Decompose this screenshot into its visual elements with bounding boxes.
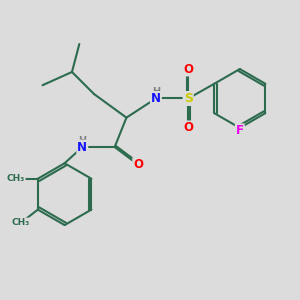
Text: N: N <box>151 92 161 105</box>
Text: H: H <box>78 136 86 146</box>
Text: S: S <box>184 92 193 105</box>
Text: O: O <box>183 62 193 76</box>
Text: F: F <box>236 124 244 137</box>
Text: O: O <box>183 122 193 134</box>
Text: O: O <box>133 158 143 171</box>
Text: CH₃: CH₃ <box>7 174 25 183</box>
Text: CH₃: CH₃ <box>11 218 29 227</box>
Text: H: H <box>152 87 160 97</box>
Text: N: N <box>77 141 87 154</box>
